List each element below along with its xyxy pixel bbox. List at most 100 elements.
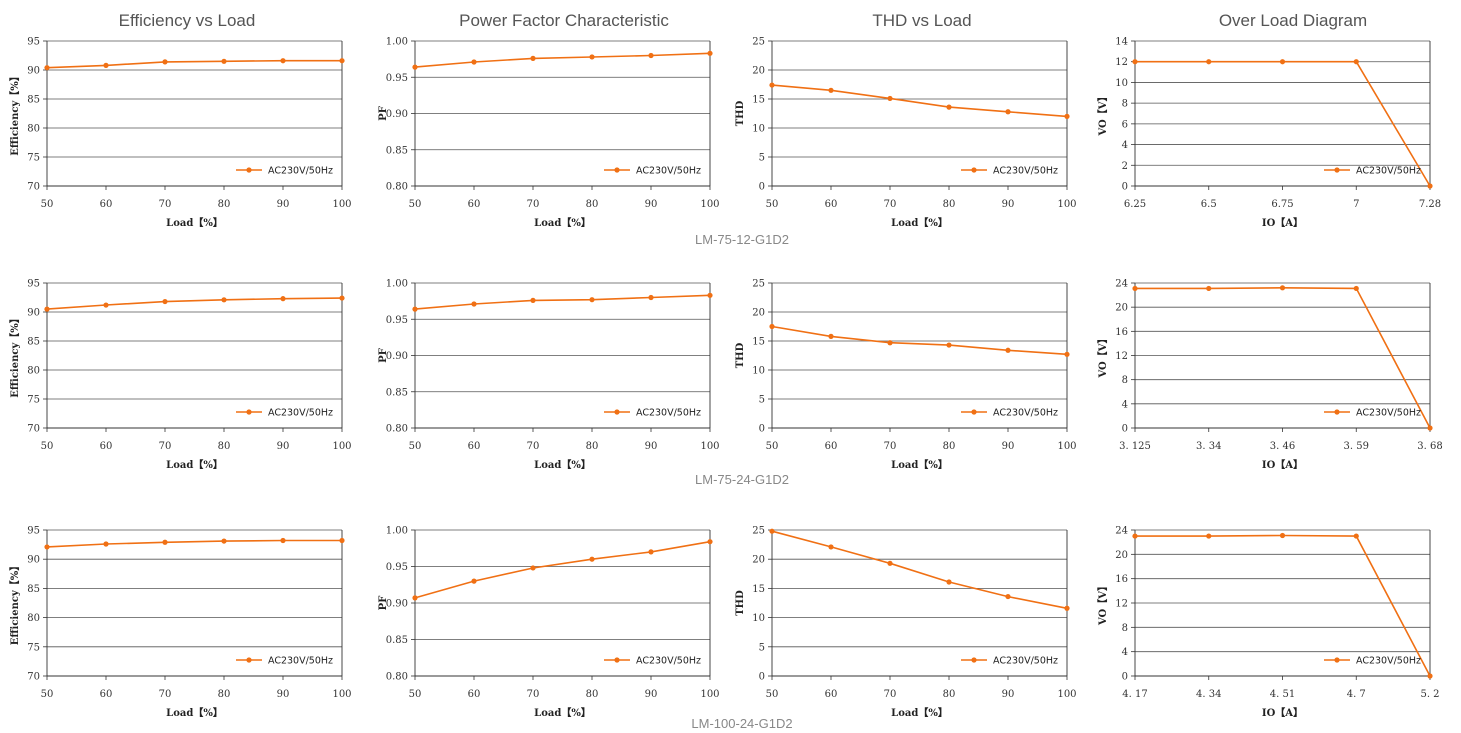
x-tick-label: 100 xyxy=(1057,689,1076,700)
x-tick-label: 50 xyxy=(409,441,422,452)
y-tick-label: 0.90 xyxy=(386,599,408,610)
data-point xyxy=(946,342,952,348)
x-tick-label: 50 xyxy=(766,441,779,452)
data-point xyxy=(707,292,713,298)
x-tick-label: 90 xyxy=(277,199,290,210)
data-point xyxy=(1353,59,1359,65)
series-line xyxy=(46,539,342,548)
x-axis-label: Load【%】 xyxy=(166,216,223,229)
y-axis-label: Efficiency【%】 xyxy=(8,561,21,646)
series-line xyxy=(46,59,342,69)
y-tick-label: 25 xyxy=(752,526,765,537)
x-tick-label: 50 xyxy=(41,689,54,700)
chart-panel-3-1: 70 75 80 85 90 95 50 60 70 80 90 100 Load【%】 Efficien… xyxy=(8,526,352,720)
y-tick-label: 0.95 xyxy=(386,315,408,326)
data-point xyxy=(339,537,345,544)
x-tick-label: 50 xyxy=(409,689,422,700)
x-tick-label: 60 xyxy=(468,441,481,452)
y-tick-label: 2 xyxy=(1122,161,1128,172)
legend-label: AC230V/50Hz xyxy=(1356,656,1421,667)
legend-marker xyxy=(246,657,252,663)
y-tick-label: 5 xyxy=(759,642,765,653)
y-tick-label: 0 xyxy=(1122,182,1128,193)
x-tick-label: 60 xyxy=(468,199,481,210)
y-tick-label: 0.90 xyxy=(386,109,408,120)
y-tick-label: 0 xyxy=(759,672,765,683)
legend-label: AC230V/50Hz xyxy=(1356,166,1421,177)
legend-label: AC230V/50Hz xyxy=(636,656,701,667)
data-point xyxy=(946,104,952,110)
legend-label: AC230V/50Hz xyxy=(636,166,701,177)
x-tick-label: 100 xyxy=(700,441,719,452)
x-tick-label: 80 xyxy=(586,441,599,452)
x-tick-label: 70 xyxy=(159,199,172,210)
data-point xyxy=(280,537,286,544)
x-tick-label: 4. 34 xyxy=(1196,689,1221,700)
y-tick-label: 10 xyxy=(752,613,765,624)
y-axis-label: VO【V】 xyxy=(1096,333,1109,378)
y-tick-label: 0.90 xyxy=(386,351,408,362)
chart-panel-3-2: 0.80 0.85 0.90 0.95 1.00 50 60 70 80 90 100 Load【%】… xyxy=(378,526,720,720)
legend-label: AC230V/50Hz xyxy=(268,166,333,177)
y-tick-label: 0 xyxy=(759,424,765,435)
y-tick-label: 90 xyxy=(27,66,40,77)
y-tick-label: 0.80 xyxy=(386,182,408,193)
model-label-2: LM-75-24-G1D2 xyxy=(695,472,789,487)
y-tick-label: 1.00 xyxy=(386,37,408,48)
data-point xyxy=(221,58,227,64)
y-tick-label: 0 xyxy=(1122,424,1128,435)
x-tick-label: 70 xyxy=(527,689,540,700)
data-point xyxy=(44,544,50,550)
chart-panel-2-4: 0 4 8 12 16 20 24 3. 125 3. 34 3. 46 3. 59 3. 68 IO【… xyxy=(1096,279,1443,472)
y-axis-label: PF xyxy=(378,596,389,611)
data-point xyxy=(828,87,834,93)
x-tick-label: 70 xyxy=(884,441,897,452)
data-point xyxy=(412,595,418,601)
y-tick-label: 0.80 xyxy=(386,672,408,683)
data-point xyxy=(412,306,418,312)
x-tick-label: 4. 17 xyxy=(1122,689,1147,700)
data-point xyxy=(412,64,418,70)
data-point xyxy=(828,333,834,339)
y-tick-label: 24 xyxy=(1115,526,1128,537)
x-axis-label: IO【A】 xyxy=(1262,706,1303,719)
y-axis-label: PF xyxy=(378,106,389,121)
y-tick-label: 5 xyxy=(759,395,765,406)
x-tick-label: 100 xyxy=(1057,441,1076,452)
x-tick-label: 90 xyxy=(277,441,290,452)
x-tick-label: 80 xyxy=(943,689,956,700)
y-tick-label: 90 xyxy=(27,555,40,566)
x-tick-label: 7 xyxy=(1353,199,1359,210)
data-point xyxy=(707,50,713,56)
data-point xyxy=(589,297,595,303)
x-tick-label: 80 xyxy=(586,199,599,210)
legend-label: AC230V/50Hz xyxy=(268,408,333,419)
x-tick-label: 80 xyxy=(218,199,231,210)
y-tick-label: 16 xyxy=(1115,327,1128,338)
y-tick-label: 5 xyxy=(759,153,765,164)
data-point xyxy=(887,340,893,346)
chart-panel-3-3: 0 5 10 15 20 25 50 60 70 80 90 100 Load【%】 THD AC230V/… xyxy=(735,526,1077,720)
chart-panel-1-2: 0.80 0.85 0.90 0.95 1.00 50 60 70 80 90 100 Load【%】… xyxy=(378,37,720,230)
data-point xyxy=(103,541,109,547)
data-point xyxy=(946,579,952,585)
x-tick-label: 6.25 xyxy=(1124,199,1146,210)
y-tick-label: 90 xyxy=(27,308,40,319)
data-point xyxy=(103,302,109,308)
chart-title-3: THD vs Load xyxy=(872,11,971,30)
data-point xyxy=(1427,425,1433,431)
data-point xyxy=(162,298,168,305)
y-axis-label: PF xyxy=(378,348,389,363)
legend-marker xyxy=(246,167,252,173)
data-point xyxy=(769,82,775,88)
x-axis-label: Load【%】 xyxy=(166,458,223,471)
data-point xyxy=(530,55,536,62)
y-tick-label: 0.95 xyxy=(386,73,408,84)
data-point xyxy=(44,65,50,71)
data-point xyxy=(887,560,893,566)
data-point xyxy=(1132,285,1138,292)
y-tick-label: 4 xyxy=(1122,399,1128,410)
y-tick-label: 8 xyxy=(1122,623,1128,634)
data-point xyxy=(1064,351,1070,357)
y-tick-label: 4 xyxy=(1122,647,1128,658)
